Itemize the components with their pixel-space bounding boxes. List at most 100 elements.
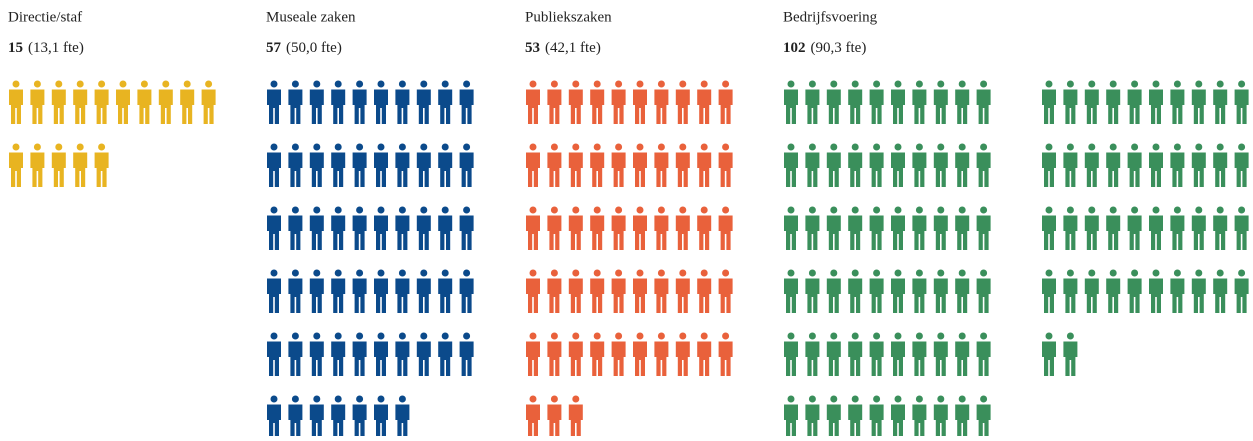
person-icon (331, 143, 346, 187)
person-icon (1234, 143, 1249, 187)
person-icon (1191, 206, 1206, 250)
person-icon (267, 206, 281, 250)
person-icon (869, 80, 884, 124)
person-icon (568, 80, 583, 124)
person-icon (675, 332, 690, 376)
person-icon (438, 206, 453, 250)
person-icon (784, 332, 798, 376)
person-icon (1149, 206, 1163, 250)
person-icon (309, 269, 324, 313)
person-icon (805, 143, 820, 187)
person-icon (1191, 269, 1206, 313)
person-icon (1127, 269, 1142, 313)
person-icon (416, 206, 431, 250)
person-icon (568, 269, 583, 313)
person-icon (331, 269, 346, 313)
person-icon (73, 143, 88, 187)
person-icon (912, 143, 927, 187)
person-icon (718, 332, 733, 376)
person-icon (784, 80, 798, 124)
fte-label: (13,1 fte) (28, 40, 84, 56)
count-value: 57 (266, 40, 282, 56)
person-icon (697, 143, 712, 187)
person-icon (933, 143, 948, 187)
person-icon (654, 206, 669, 250)
person-icon (718, 269, 733, 313)
person-icon (9, 80, 23, 124)
person-icon (955, 143, 970, 187)
person-icon (416, 332, 431, 376)
person-icon (1170, 80, 1185, 124)
person-icon (352, 332, 367, 376)
person-icon (459, 143, 474, 187)
person-icon (395, 269, 410, 313)
group-count: 57 (50,0 fte) (266, 40, 342, 56)
person-icon (30, 143, 45, 187)
person-icon (568, 143, 583, 187)
count-value: 15 (8, 40, 23, 56)
person-icon (374, 80, 388, 124)
person-icon (309, 332, 324, 376)
person-icon (611, 206, 626, 250)
person-icon (891, 332, 905, 376)
person-icon (352, 395, 367, 439)
count-value: 53 (525, 40, 540, 56)
group-title: Museale zaken (266, 9, 356, 25)
person-icon (438, 269, 453, 313)
group-count: 15 (13,1 fte) (8, 40, 84, 56)
person-icon (288, 80, 303, 124)
person-icon (1084, 206, 1099, 250)
person-icon (547, 332, 562, 376)
person-icon (933, 80, 948, 124)
person-icon (1127, 206, 1142, 250)
person-icon (805, 80, 820, 124)
person-icon (309, 80, 324, 124)
person-icon (848, 395, 863, 439)
person-icon (611, 143, 626, 187)
group-title: Bedrijfsvoering (783, 9, 878, 25)
person-icon (267, 269, 281, 313)
person-icon (288, 395, 303, 439)
person-icon (976, 143, 991, 187)
person-icon (267, 332, 281, 376)
group-title: Directie/staf (8, 9, 82, 25)
person-icon (933, 332, 948, 376)
person-icon (1084, 143, 1099, 187)
person-icon (374, 143, 388, 187)
person-icon (352, 80, 367, 124)
person-icon (331, 80, 346, 124)
fte-label: (42,1 fte) (545, 40, 601, 56)
person-icon (654, 80, 669, 124)
person-icon (568, 395, 583, 439)
person-icon (869, 143, 884, 187)
person-icon (1213, 269, 1228, 313)
person-icon (1063, 206, 1078, 250)
person-icon (805, 206, 820, 250)
person-icon (438, 143, 453, 187)
person-icon (1127, 143, 1142, 187)
person-icon (1234, 80, 1249, 124)
group-title: Publiekszaken (525, 9, 612, 25)
person-icon (784, 395, 798, 439)
person-icon (73, 80, 88, 124)
group-count: 102 (90,3 fte) (783, 40, 866, 56)
person-icon (526, 143, 540, 187)
person-icon (526, 332, 540, 376)
person-icon (1106, 80, 1121, 124)
person-icon (395, 206, 410, 250)
person-icon (459, 332, 474, 376)
person-icon (137, 80, 152, 124)
person-icon (955, 206, 970, 250)
person-icon (976, 269, 991, 313)
person-icon (1042, 143, 1056, 187)
person-icon (1106, 143, 1121, 187)
person-icon (309, 395, 324, 439)
person-icon (94, 80, 109, 124)
person-icon (1170, 143, 1185, 187)
person-icon (309, 206, 324, 250)
person-icon (590, 206, 605, 250)
person-icon (697, 206, 712, 250)
person-icon (438, 332, 453, 376)
person-icon (1042, 269, 1056, 313)
